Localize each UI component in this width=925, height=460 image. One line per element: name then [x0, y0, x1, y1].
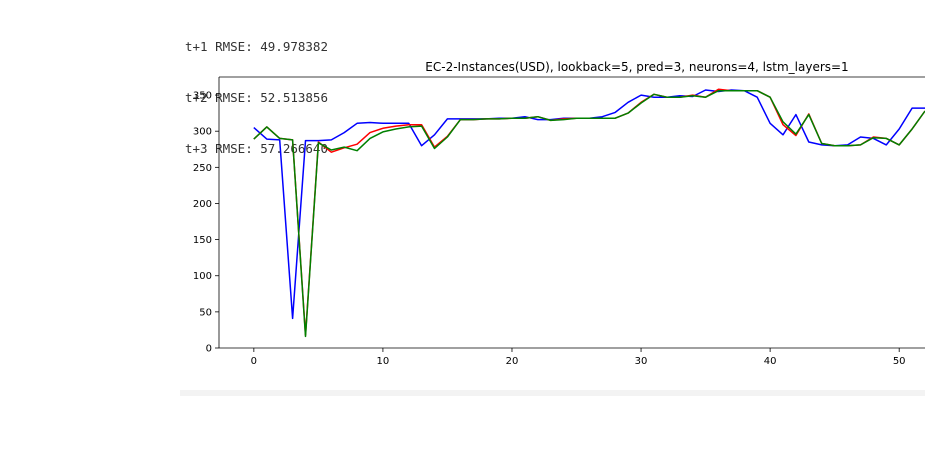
y-tick-label: 150 [193, 235, 212, 246]
x-tick-label: 20 [506, 356, 519, 367]
series-group [253, 88, 925, 338]
rmse-line-t2: t+2 RMSE: 52.513856 [185, 90, 328, 105]
x-tick-label: 10 [377, 356, 390, 367]
series-line-blue [253, 89, 925, 320]
x-tick-label: 40 [764, 356, 777, 367]
series-line-green [253, 89, 925, 338]
x-tick-label: 50 [893, 356, 906, 367]
y-tick-label: 100 [193, 271, 212, 282]
chart-title: EC-2-Instances(USD), lookback=5, pred=3,… [425, 60, 848, 74]
y-tick-label: 0 [206, 344, 212, 355]
x-tick-label: 30 [635, 356, 648, 367]
output-scrollbar[interactable] [180, 390, 925, 396]
cell-output-text: t+1 RMSE: 49.978382 t+2 RMSE: 52.513856 … [185, 4, 328, 174]
rmse-line-t3: t+3 RMSE: 57.266640 [185, 141, 328, 156]
y-tick-label: 350 [193, 91, 212, 102]
series-line-red [253, 88, 925, 336]
x-tick-label: 0 [251, 356, 257, 367]
y-tick-label: 250 [193, 163, 212, 174]
y-tick-label: 300 [193, 127, 212, 138]
y-tick-label: 200 [193, 199, 212, 210]
axes: 0 50 100 150 200 250 300 350 0 10 20 30 40 50 [193, 76, 925, 367]
rmse-line-t1: t+1 RMSE: 49.978382 [185, 39, 328, 54]
y-tick-label: 50 [199, 307, 212, 318]
